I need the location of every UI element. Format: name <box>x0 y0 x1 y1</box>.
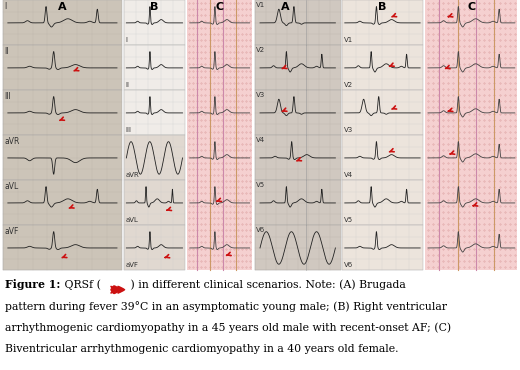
Text: A: A <box>280 2 289 12</box>
Text: V1: V1 <box>256 2 266 8</box>
Bar <box>342 135 423 180</box>
Text: III: III <box>5 92 11 101</box>
Text: V3: V3 <box>256 92 266 98</box>
Text: II: II <box>125 82 129 88</box>
Text: A: A <box>58 2 67 12</box>
Bar <box>255 90 341 135</box>
Bar <box>3 225 122 270</box>
Bar <box>255 225 341 270</box>
Text: Figure 1:: Figure 1: <box>5 279 60 290</box>
Text: B: B <box>378 2 387 12</box>
Text: aVF: aVF <box>5 227 19 236</box>
Text: V6: V6 <box>344 262 353 268</box>
Bar <box>124 135 185 180</box>
Text: Biventricular arrhythmogenic cardiomyopathy in a 40 years old female.: Biventricular arrhythmogenic cardiomyopa… <box>5 344 399 354</box>
Bar <box>342 225 423 270</box>
Text: ) in different clinical scenarios. Note: (A) Brugada: ) in different clinical scenarios. Note:… <box>127 279 406 290</box>
Text: V5: V5 <box>256 182 266 188</box>
Bar <box>255 0 341 45</box>
Bar <box>124 0 185 45</box>
Bar <box>124 181 185 225</box>
Text: C: C <box>216 2 224 12</box>
Bar <box>255 181 341 225</box>
Bar <box>3 0 122 45</box>
Text: arrhythmogenic cardiomyopathy in a 45 years old male with recent-onset AF; (C): arrhythmogenic cardiomyopathy in a 45 ye… <box>5 322 451 333</box>
Bar <box>255 135 341 180</box>
Text: II: II <box>5 47 9 56</box>
Bar <box>3 135 122 180</box>
Bar <box>342 46 423 90</box>
Text: V4: V4 <box>344 172 353 178</box>
Bar <box>124 90 185 135</box>
Text: V4: V4 <box>256 137 266 143</box>
Text: V1: V1 <box>344 37 353 43</box>
Bar <box>342 0 423 45</box>
Text: V6: V6 <box>256 227 266 233</box>
Text: V2: V2 <box>256 47 266 53</box>
Bar <box>3 90 122 135</box>
Bar <box>124 46 185 90</box>
Text: aVL: aVL <box>125 217 138 223</box>
Text: aVF: aVF <box>125 262 138 268</box>
Bar <box>124 225 185 270</box>
Text: V3: V3 <box>344 127 353 133</box>
Text: V5: V5 <box>344 217 353 223</box>
Bar <box>342 181 423 225</box>
Text: aVR: aVR <box>125 172 139 178</box>
Bar <box>187 0 252 270</box>
Text: I: I <box>125 37 127 43</box>
Text: III: III <box>125 127 132 133</box>
Text: I: I <box>5 2 7 11</box>
Text: pattern during fever 39°C in an asymptomatic young male; (B) Right ventricular: pattern during fever 39°C in an asymptom… <box>5 301 447 312</box>
Text: B: B <box>150 2 159 12</box>
Bar <box>425 0 517 270</box>
Text: C: C <box>467 2 475 12</box>
Text: aVR: aVR <box>5 137 20 146</box>
Text: V2: V2 <box>344 82 353 88</box>
Text: QRSf (: QRSf ( <box>61 279 105 290</box>
Bar <box>255 46 341 90</box>
Bar <box>342 90 423 135</box>
Text: aVL: aVL <box>5 182 19 191</box>
Bar <box>3 181 122 225</box>
Bar <box>3 46 122 90</box>
